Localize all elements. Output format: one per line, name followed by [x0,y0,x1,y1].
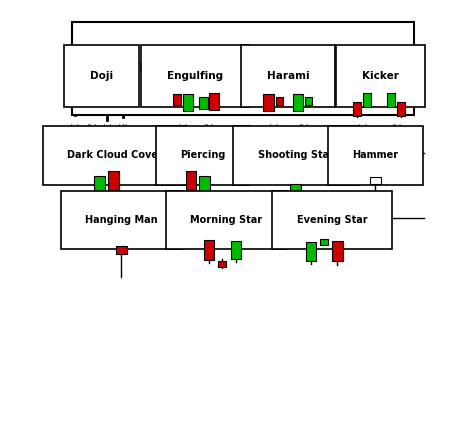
Text: (a) Bullish Engulfing
(b) Bearish Engulfing: (a) Bullish Engulfing (b) Bearish Engulf… [165,134,246,156]
Bar [305,98,312,105]
Bar [204,240,214,260]
Text: Evening Star: Evening Star [297,215,367,225]
Bar [173,95,182,105]
Bar [218,260,226,267]
Bar [332,242,343,261]
Bar [293,95,303,111]
Text: (a) Doji
(b) Gravestone Doji
(c) Dragonfly Doji
(d) Long-legged Doji: (a) Doji (b) Gravestone Doji (c) Dragonf… [63,134,140,182]
Text: Basic Candlestick Patterns (Single): Basic Candlestick Patterns (Single) [111,62,374,75]
Bar [276,98,283,105]
Text: Hanging Man: Hanging Man [85,215,157,225]
Bar [94,176,105,198]
Bar [370,177,381,184]
Bar [353,102,361,116]
Bar [320,239,328,246]
Text: (a) Bullish Kicker
(b) Bearish Kicker: (a) Bullish Kicker (b) Bearish Kicker [341,134,409,156]
Bar [108,171,119,190]
Text: (a): (a) [357,125,368,133]
Bar [209,93,219,110]
Bar [186,171,196,190]
Bar [290,184,301,192]
Bar [116,246,127,254]
Text: (b): (b) [203,125,214,133]
Bar [363,93,371,107]
Text: (b): (b) [86,125,97,133]
Bar [231,241,241,259]
Bar [387,93,395,107]
Bar [183,95,193,111]
Text: (a): (a) [69,125,80,133]
Text: (c): (c) [102,125,112,133]
Bar [306,242,316,260]
Text: (a): (a) [177,125,188,133]
Text: (b): (b) [298,125,309,133]
Text: (d): (d) [118,125,128,133]
Text: Piercing: Piercing [180,150,225,160]
Text: Kicker: Kicker [363,71,399,81]
Bar [264,95,273,111]
Text: Shooting Star: Shooting Star [258,150,334,160]
Bar [199,97,208,109]
Bar [199,176,210,198]
Text: Doji: Doji [91,71,113,81]
Text: (a) Bullish Harami
(b) Bearish harami: (a) Bullish Harami (b) Bearish harami [257,134,328,156]
Text: Hammer: Hammer [352,150,399,160]
Text: Dark Cloud Cover: Dark Cloud Cover [67,150,163,160]
Text: (a): (a) [269,125,279,133]
Text: (b): (b) [391,125,402,133]
Text: Engulfing: Engulfing [167,71,223,81]
Bar [397,102,405,116]
Text: Morning Star: Morning Star [190,215,262,225]
Text: Harami: Harami [266,71,309,81]
